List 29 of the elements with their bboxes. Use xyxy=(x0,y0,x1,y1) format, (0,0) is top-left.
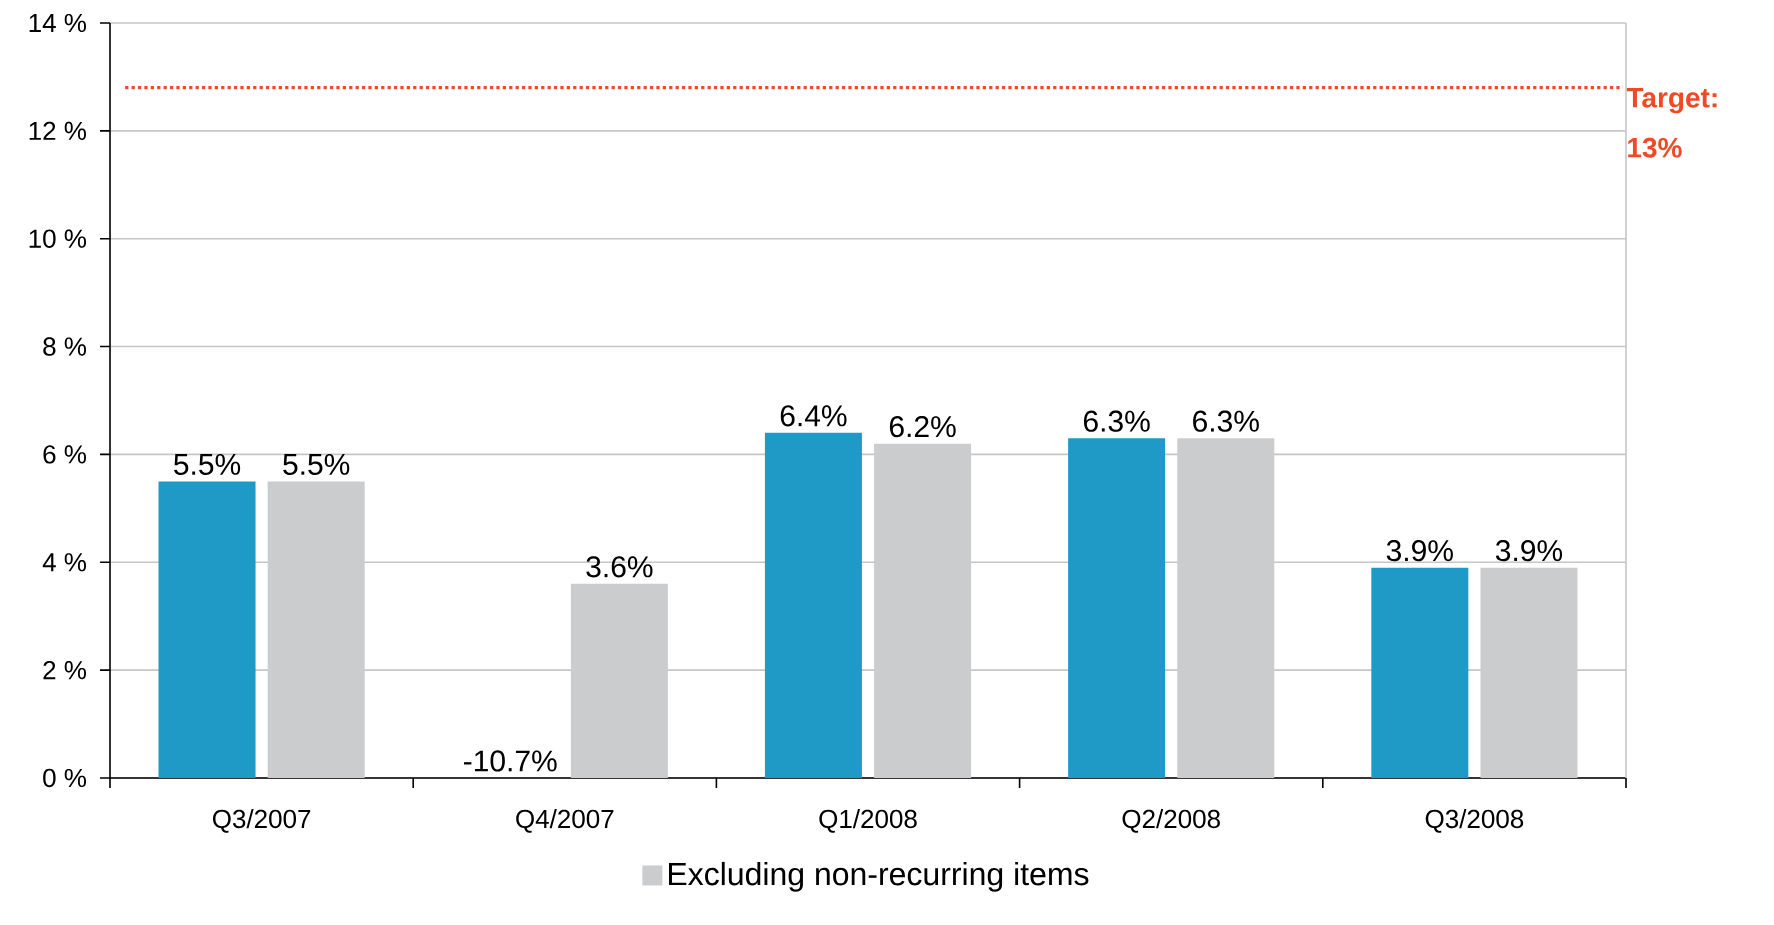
x-tick-label: Q1/2008 xyxy=(819,809,917,833)
data-label: 6.2% xyxy=(889,415,956,438)
y-tick-label: 10 % xyxy=(29,229,86,248)
data-label: 3.9% xyxy=(1386,540,1453,562)
x-tick-label: Q3/2007 xyxy=(212,809,311,833)
ref-line-label: Target: 13% xyxy=(1626,88,1717,158)
bar xyxy=(1068,438,1166,778)
y-tick-label: 0 % xyxy=(43,768,86,788)
bar xyxy=(1371,567,1469,778)
y-tick-label: 14 % xyxy=(29,13,86,33)
data-label: 6.3% xyxy=(1193,410,1259,432)
x-tick-label: Q2/2008 xyxy=(1122,809,1220,833)
y-tick-label: 2 % xyxy=(43,660,86,680)
y-tick-label: 6 % xyxy=(43,445,86,464)
y-tick-label: 8 % xyxy=(43,337,86,356)
text: -10.7% xyxy=(464,750,557,772)
data-label: 6.4% xyxy=(780,405,847,427)
data-label: 6.3% xyxy=(1083,410,1150,432)
x-tick-label: Q4/2007 xyxy=(516,809,614,833)
bar xyxy=(764,432,862,778)
bar xyxy=(158,481,256,778)
x-tick-label: Q3/2008 xyxy=(1425,809,1524,833)
y-tick-label: 12 % xyxy=(29,121,86,140)
data-label: 3.9% xyxy=(1495,540,1563,562)
legend-label: Excluding non-recurring items xyxy=(668,861,1089,892)
data-label: 5.5% xyxy=(283,453,350,475)
data-label: 3.6% xyxy=(586,556,653,578)
data-label: 5.5% xyxy=(174,453,241,475)
y-tick-label: 4 % xyxy=(42,553,86,572)
